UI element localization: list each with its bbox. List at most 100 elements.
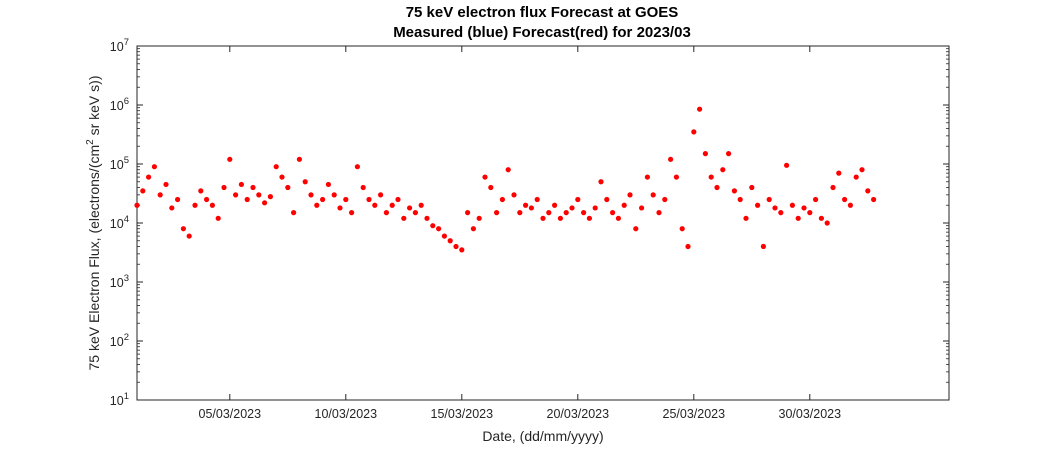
data-point <box>766 196 772 203</box>
data-point <box>320 196 326 203</box>
data-point <box>302 179 308 185</box>
x-tick-label: 30/03/2023 <box>779 407 842 421</box>
data-point <box>673 174 680 180</box>
data-point <box>140 188 146 194</box>
data-point <box>604 196 610 203</box>
chart-title: 75 keV electron flux Forecast at GOES <box>406 4 679 21</box>
data-point <box>134 202 140 208</box>
y-axis-label-main: 75 keV Electron Flux, (electrons/(cm <box>86 145 102 371</box>
data-point <box>169 205 175 211</box>
data-point <box>749 184 755 191</box>
data-point <box>871 196 877 203</box>
data-point <box>360 184 366 191</box>
data-point <box>221 184 227 191</box>
data-point <box>737 196 743 203</box>
y-axis-label-superscript: 2 <box>85 139 96 145</box>
data-point <box>795 215 801 221</box>
data-point <box>644 174 651 180</box>
y-tick-label: 107 <box>110 37 129 54</box>
data-point <box>697 106 703 112</box>
y-tick-label: 103 <box>110 273 129 290</box>
data-point <box>523 202 529 208</box>
data-point <box>337 205 343 211</box>
y-tick-base: 10 <box>110 99 124 113</box>
data-point <box>824 220 830 226</box>
data-point <box>383 210 389 216</box>
data-point <box>639 205 645 211</box>
chart-subtitle: Measured (blue) Forecast(red) for 2023/0… <box>393 24 691 41</box>
data-point <box>314 202 320 208</box>
data-point <box>291 210 297 216</box>
data-point <box>563 210 569 216</box>
data-point <box>389 202 395 208</box>
data-point <box>650 192 656 198</box>
data-point <box>401 215 407 221</box>
data-point <box>146 174 152 180</box>
y-tick-exponent: 3 <box>124 273 129 284</box>
data-point <box>494 210 500 216</box>
data-point <box>349 210 355 216</box>
data-point <box>662 196 668 203</box>
data-point <box>407 205 413 211</box>
data-point <box>656 210 662 216</box>
data-point <box>499 196 505 203</box>
data-point <box>354 164 360 170</box>
data-point <box>262 200 268 206</box>
data-point <box>847 202 854 208</box>
data-point <box>830 184 836 191</box>
plot-area <box>136 45 950 401</box>
data-point <box>233 192 239 198</box>
data-point <box>743 215 749 221</box>
y-tick-base: 10 <box>110 276 124 290</box>
data-point <box>325 181 331 188</box>
x-tick-label: 20/03/2023 <box>547 407 610 421</box>
data-point <box>731 188 738 194</box>
data-point <box>610 210 616 216</box>
x-axis-label: Date, (dd/mm/yyyy) <box>482 428 603 444</box>
data-point <box>592 205 598 211</box>
data-point <box>250 184 256 191</box>
y-tick-base: 10 <box>110 158 124 172</box>
data-point <box>488 184 494 191</box>
data-point <box>157 192 163 198</box>
data-point <box>459 247 465 253</box>
data-point <box>865 188 871 194</box>
y-tick-base: 10 <box>110 394 124 408</box>
data-point <box>441 233 447 239</box>
data-point <box>209 202 215 208</box>
data-point <box>789 202 796 208</box>
data-point <box>842 196 848 203</box>
data-points <box>134 106 877 253</box>
data-point <box>256 192 262 198</box>
x-tick-label: 25/03/2023 <box>663 407 726 421</box>
data-point <box>378 192 384 198</box>
data-point <box>807 210 813 216</box>
data-point <box>192 202 198 208</box>
data-point <box>726 151 732 157</box>
data-point <box>540 215 546 221</box>
data-point <box>227 156 233 162</box>
y-tick-base: 10 <box>110 335 124 349</box>
y-tick-exponent: 4 <box>124 214 129 225</box>
data-point <box>186 233 192 239</box>
data-point <box>853 174 859 180</box>
y-tick-label: 104 <box>110 214 129 231</box>
data-point <box>470 226 476 232</box>
data-point <box>366 196 372 203</box>
data-point <box>813 196 819 203</box>
data-point <box>436 226 442 232</box>
data-point <box>691 129 697 135</box>
data-point <box>296 156 302 162</box>
x-tick-label: 15/03/2023 <box>431 407 494 421</box>
data-point <box>557 215 564 221</box>
y-tick-exponent: 2 <box>124 332 129 343</box>
data-point <box>372 202 378 208</box>
y-tick-label: 101 <box>110 391 129 408</box>
y-tick-exponent: 1 <box>124 391 129 402</box>
data-point <box>244 196 250 203</box>
data-point <box>273 164 279 170</box>
data-point <box>198 188 204 194</box>
data-point <box>708 174 714 180</box>
